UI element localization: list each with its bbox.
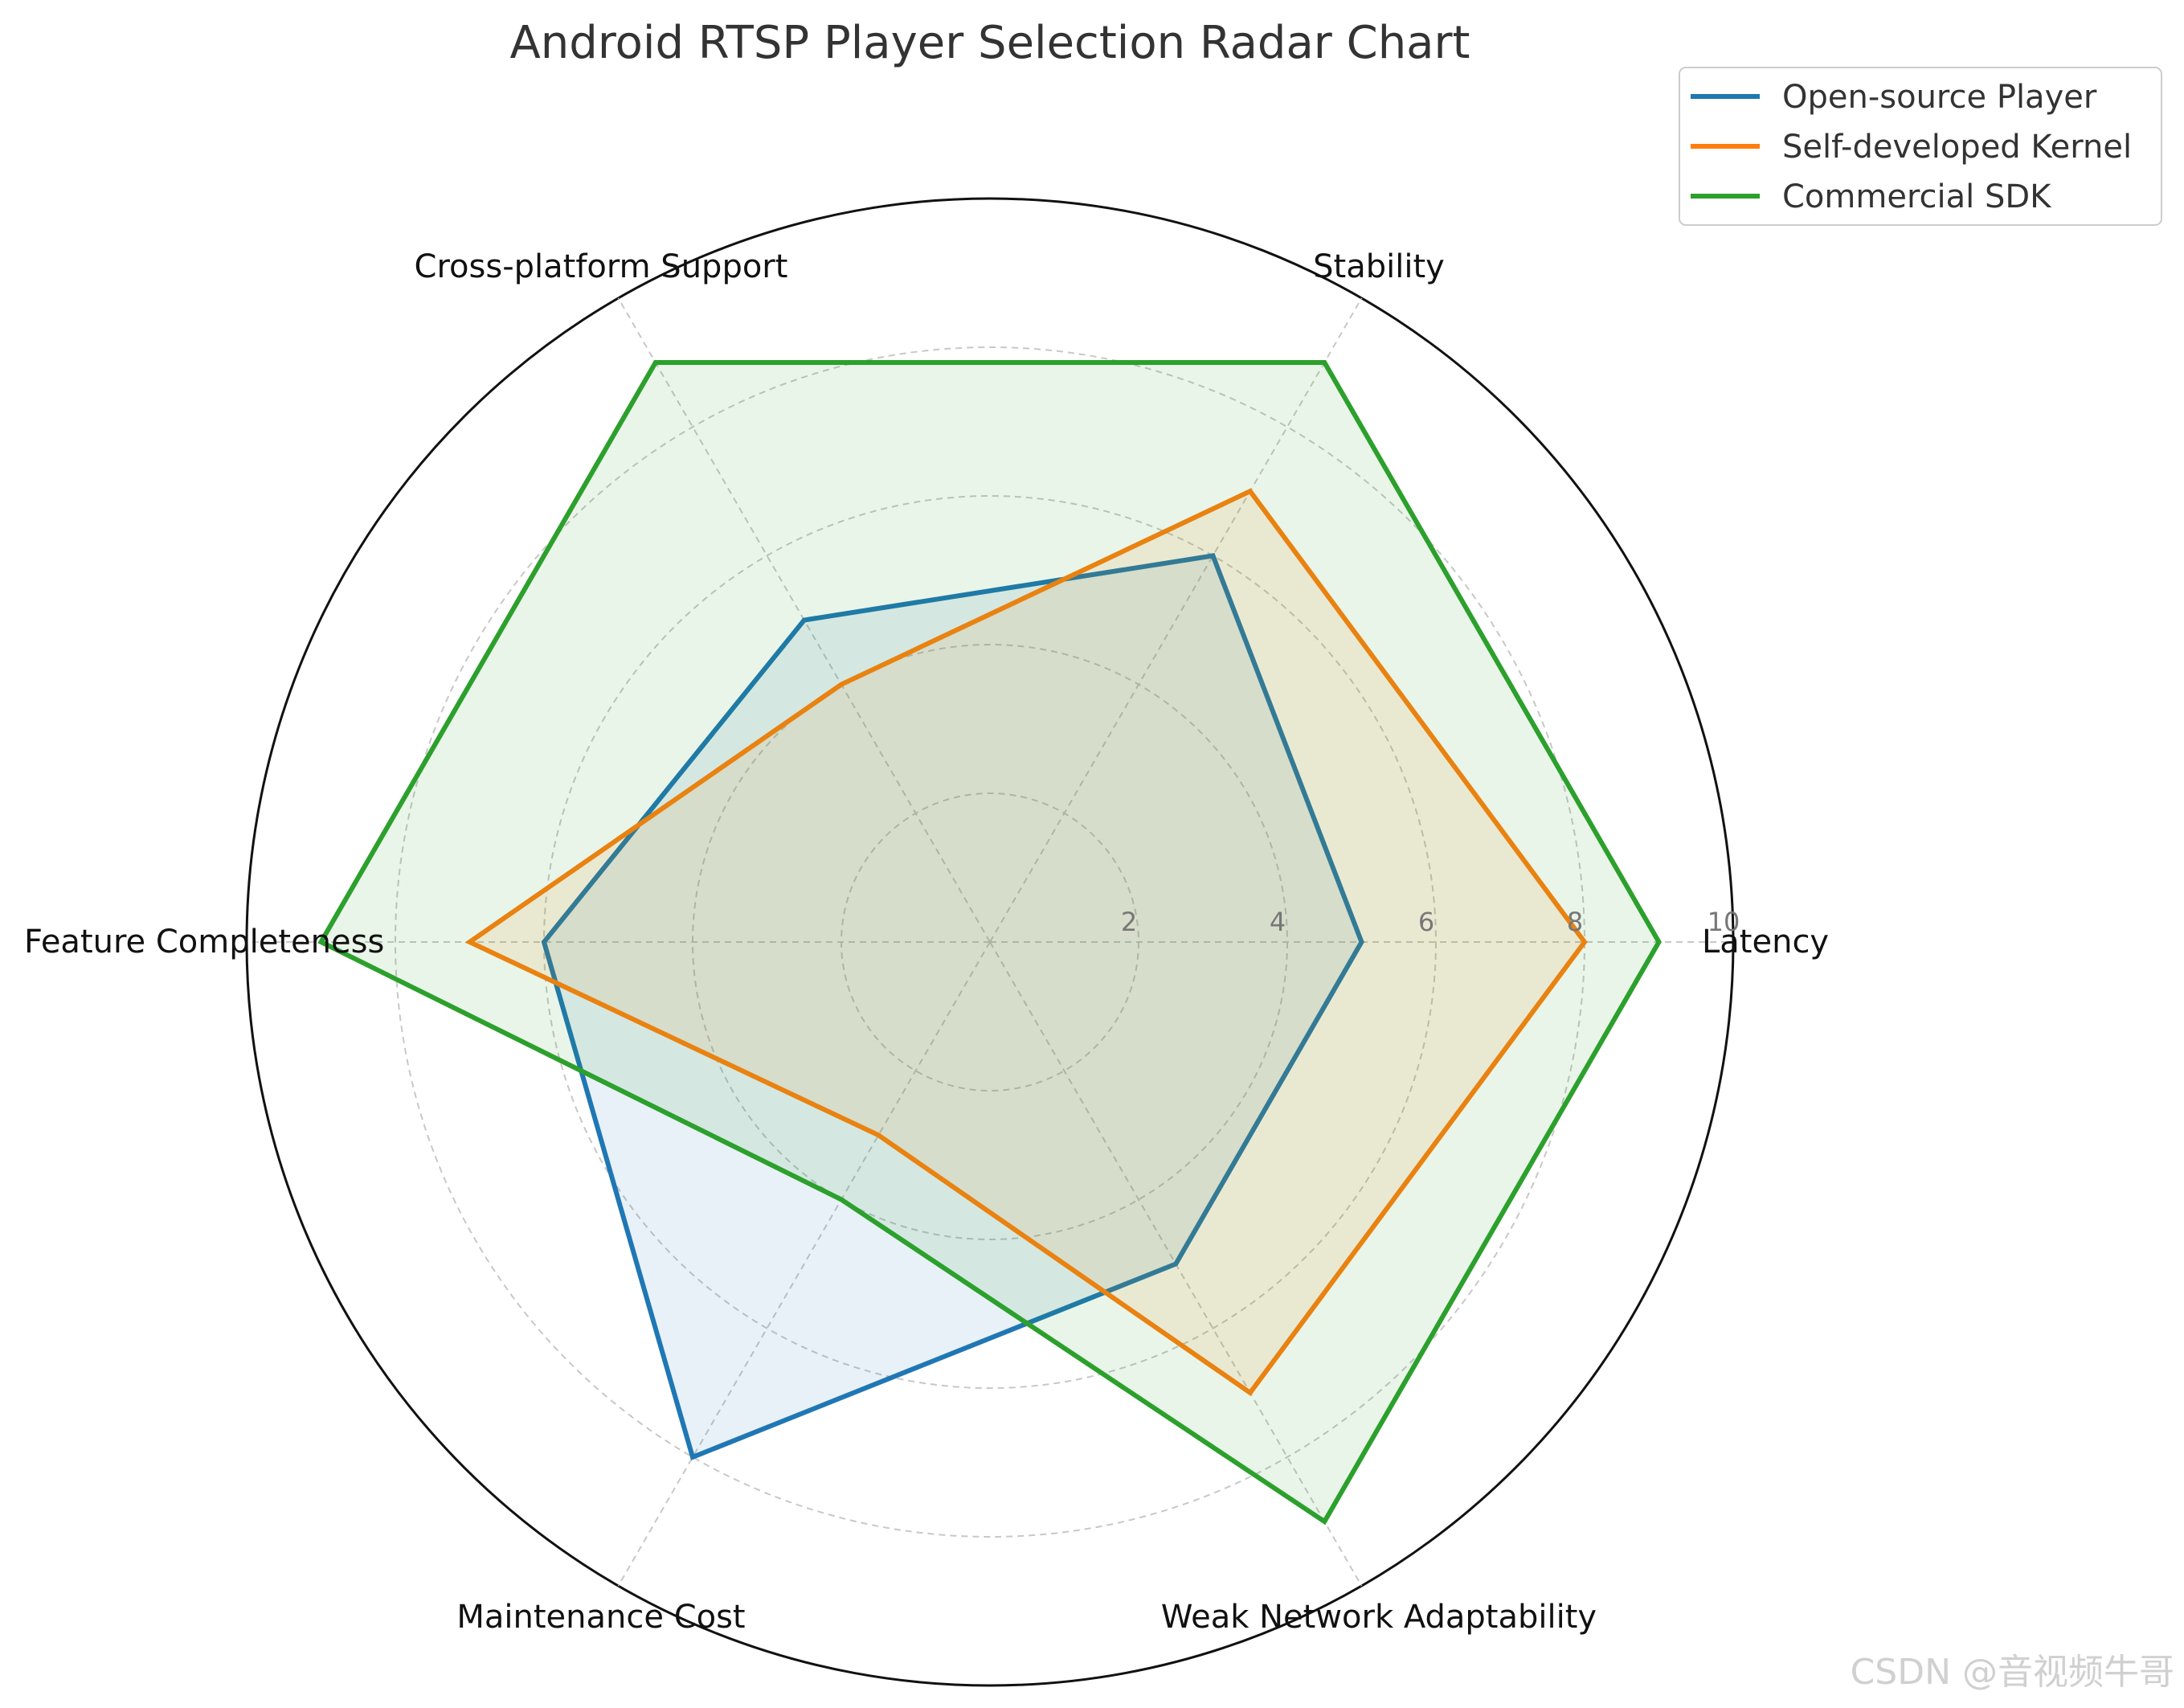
r-tick-label: 4 [1270, 907, 1286, 937]
legend-label-2: Commercial SDK [1782, 178, 2052, 215]
r-tick-label: 6 [1418, 907, 1434, 937]
axis-label-5: Weak Network Adaptability [1161, 1599, 1597, 1636]
radar-series [317, 360, 1662, 1526]
watermark: CSDN @音视频牛哥 [1851, 1652, 2174, 1693]
axis-label-0: Latency [1702, 924, 1829, 960]
axis-label-2: Cross-platform Support [415, 248, 788, 285]
series-0-polygon [541, 553, 1364, 1460]
axis-label-3: Feature Completeness [24, 924, 384, 960]
spoke-4 [617, 941, 991, 1587]
r-tick-label: 8 [1567, 907, 1583, 937]
legend: Open-source Player Self-developed Kernel C… [1679, 67, 2162, 226]
series-2-polygon [317, 360, 1662, 1526]
series-1-polygon [464, 488, 1588, 1396]
axis-label-1: Stability [1313, 248, 1445, 285]
chart-title: Android RTSP Player Selection Radar Char… [510, 17, 1470, 69]
spoke-1 [989, 297, 1363, 943]
legend-label-1: Self-developed Kernel [1782, 129, 2132, 166]
r-tick-label: 2 [1121, 907, 1137, 937]
legend-label-0: Open-source Player [1782, 79, 2097, 116]
axis-label-4: Maintenance Cost [456, 1599, 745, 1636]
legend-frame [1679, 67, 2162, 226]
r-tick-label: 10 [1708, 907, 1740, 937]
